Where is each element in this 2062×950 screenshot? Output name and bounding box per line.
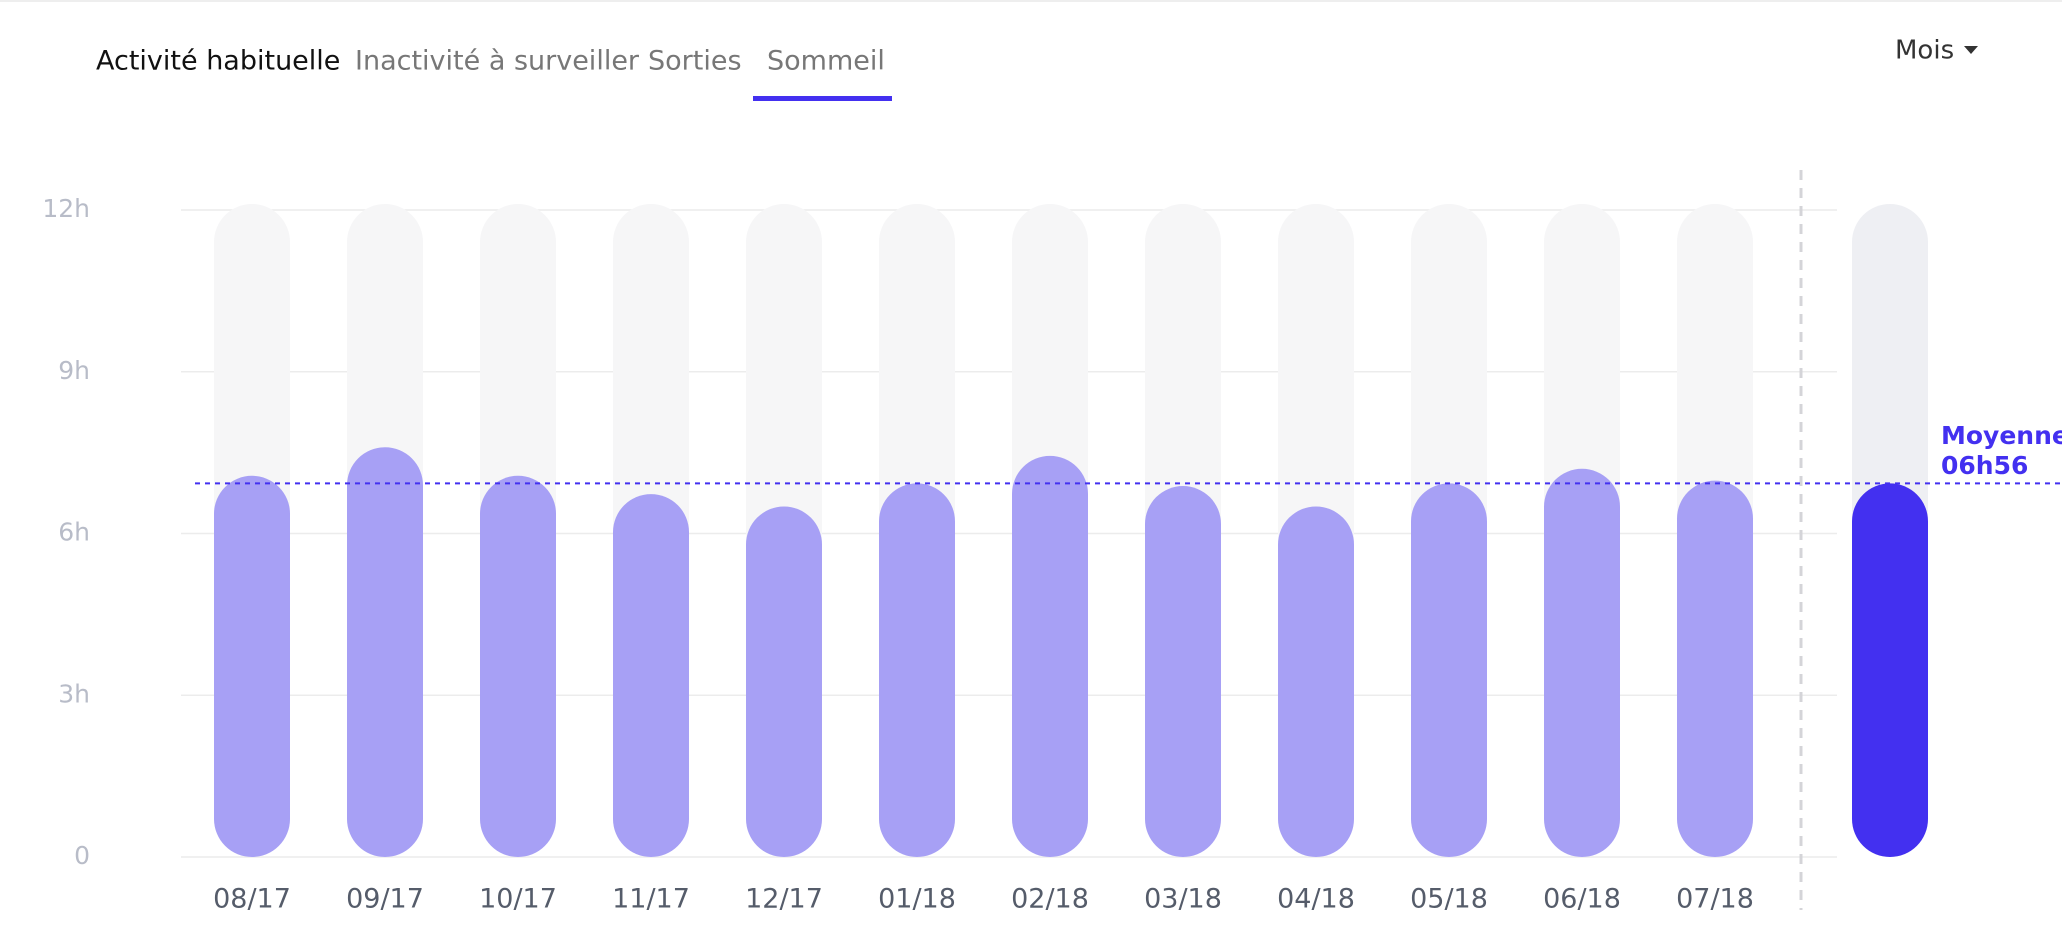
bar [746,506,822,857]
bar [1677,480,1753,857]
period-dropdown[interactable]: Mois [1895,36,1954,66]
x-tick-label: 01/18 [878,884,956,915]
x-tick-label: 06/18 [1543,884,1621,915]
tab-underline [753,96,892,101]
bar [347,447,423,857]
x-tick-label: 04/18 [1277,884,1355,915]
bar [480,475,556,857]
bar [214,475,290,857]
x-tick-label: 10/17 [479,884,557,915]
plot: 0 3h 6h 9h 12h 08/17 09/17 10/17 11/17 12/17 01/18… [42,170,2062,915]
tab[interactable]: Inactivité à surveiller [355,46,640,77]
bar [613,494,689,857]
tab[interactable]: Sorties [648,46,742,77]
bar [1278,506,1354,857]
x-tick-label: 09/17 [346,884,424,915]
bar [879,483,955,857]
bar [1145,486,1221,857]
dropdown-caret [1964,46,1978,54]
y-tick-label: 9h [58,356,90,385]
bar [1544,468,1620,857]
y-tick-label: 0 [74,841,90,870]
tab[interactable]: Activité habituelle [96,46,340,77]
x-tick-label: 02/18 [1011,884,1089,915]
bar [1411,483,1487,857]
y-tick-label: 12h [42,194,90,223]
x-tick-label: 08/17 [213,884,291,915]
average-bar [1852,483,1928,857]
x-tick-label: 05/18 [1410,884,1488,915]
x-tick-label: 03/18 [1144,884,1222,915]
tab[interactable]: Sommeil [767,46,885,77]
y-tick-label: 6h [58,518,90,547]
bar [1012,455,1088,857]
x-tick-label: 11/17 [612,884,690,915]
x-tick-label: 07/18 [1676,884,1754,915]
average-value-label: 06h56 [1941,451,2028,480]
y-tick-label: 3h [58,679,90,708]
average-label: Moyenne [1941,421,2062,450]
x-tick-label: 12/17 [745,884,823,915]
